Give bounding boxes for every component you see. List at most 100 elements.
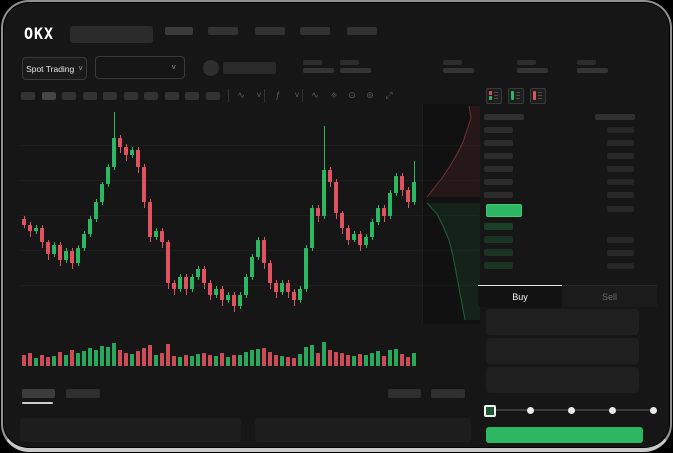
candles-icon[interactable]: ∿ (237, 90, 245, 100)
stat-value-0 (303, 68, 334, 73)
candle-body (256, 239, 260, 257)
orderbook-view-asks-icon[interactable] (530, 88, 546, 104)
nav-item-2[interactable] (255, 27, 285, 35)
trade-input-0[interactable] (486, 309, 639, 335)
volume-bar (172, 355, 176, 366)
chevron-down-icon[interactable]: ˅ (294, 90, 300, 100)
tab-sell[interactable]: Sell (601, 291, 617, 302)
candle-body (316, 207, 320, 217)
chevron-down-icon[interactable]: ˅ (256, 90, 262, 100)
timeframe-button-0[interactable] (21, 92, 35, 100)
bid-row-price (484, 262, 513, 269)
bid-row-amount (607, 250, 634, 256)
indicators-icon[interactable]: ƒ (275, 90, 281, 100)
gridline-2 (20, 215, 478, 216)
timeframe-button-8[interactable] (185, 92, 199, 100)
candle-body (286, 283, 290, 292)
volume-bar (208, 354, 212, 366)
tab-buy[interactable]: Buy (478, 286, 562, 307)
line-tool-icon[interactable]: ∿ (311, 90, 319, 100)
ask-row-amount (607, 192, 634, 198)
buy-submit-button[interactable] (486, 427, 643, 443)
price-row-amount (607, 206, 634, 212)
toolbar-divider (264, 89, 265, 102)
slider-handle[interactable] (484, 405, 496, 417)
settings-icon[interactable]: ⊚ (366, 90, 374, 100)
timeframe-button-4[interactable] (103, 92, 117, 100)
candle-body (220, 288, 224, 301)
timeframe-button-6[interactable] (144, 92, 158, 100)
bottom-tab-1[interactable] (66, 389, 100, 398)
volume-bar (40, 354, 44, 366)
last-price-badge[interactable] (486, 204, 522, 217)
stat-value-2 (443, 68, 474, 73)
candle-body (238, 294, 242, 307)
candle-body (346, 227, 350, 240)
ask-row-amount (607, 127, 634, 133)
timeframe-button-9[interactable] (205, 92, 220, 100)
gridline-3 (20, 250, 478, 251)
trade-input-1[interactable] (486, 338, 639, 364)
pair-dropdown[interactable]: ˅ (95, 56, 185, 79)
bottom-tab-0[interactable] (22, 389, 55, 398)
trade-input-2[interactable] (486, 367, 639, 393)
candle-body (112, 138, 116, 168)
slider-stop[interactable] (650, 407, 657, 414)
volume-bar (154, 354, 158, 366)
bottom-action-placeholder[interactable] (388, 389, 421, 398)
orderbook-view-both-icon[interactable] (486, 88, 502, 104)
search-input[interactable] (70, 26, 153, 43)
nav-item-0[interactable] (165, 27, 193, 35)
draw-icon[interactable]: ≡ (328, 89, 340, 101)
candle-body (40, 227, 44, 243)
market-type-selector[interactable]: Spot Trading ˅ (22, 57, 87, 80)
chart-gridlines (20, 110, 478, 320)
volume-bar (406, 356, 410, 366)
camera-icon[interactable]: ⊙ (348, 90, 356, 100)
volume-bar (166, 344, 170, 366)
volume-bar (244, 351, 248, 366)
candle-body (58, 245, 62, 260)
nav-item-1[interactable] (208, 27, 238, 35)
pair-coin-icon[interactable] (203, 60, 219, 76)
candle-body (250, 256, 254, 278)
ask-row-price (484, 179, 513, 185)
candle-body (88, 219, 92, 234)
slider-stop[interactable] (568, 407, 575, 414)
bid-row-amount (607, 237, 634, 243)
volume-bar (412, 353, 416, 366)
volume-bar (64, 354, 68, 366)
slider-stop[interactable] (527, 407, 534, 414)
timeframe-button-5[interactable] (123, 92, 138, 100)
candle-body (388, 193, 392, 217)
orderbook-view-bids-icon[interactable] (508, 88, 524, 104)
timeframe-button-1[interactable] (41, 92, 56, 100)
candle-body (172, 283, 176, 289)
volume-bar (214, 355, 218, 366)
volume-bar (316, 353, 320, 366)
volume-bars (22, 342, 420, 366)
stat-label-3 (517, 60, 536, 65)
candle-body (148, 201, 152, 237)
fullscreen-icon[interactable]: ⤢ (385, 90, 393, 100)
volume-bar (226, 356, 230, 366)
orderbook-header-right (595, 114, 635, 120)
slider-stop[interactable] (609, 407, 616, 414)
volume-bar (292, 357, 296, 366)
gridline-4 (20, 285, 478, 286)
timeframe-button-3[interactable] (82, 92, 97, 100)
nav-item-4[interactable] (347, 27, 377, 35)
nav-item-3[interactable] (300, 27, 330, 35)
volume-bar (280, 355, 284, 366)
bottom-action-placeholder[interactable] (431, 389, 465, 398)
volume-bar (118, 350, 122, 366)
volume-bar (142, 348, 146, 366)
bid-row-amount (607, 263, 634, 269)
stat-label-1 (340, 60, 359, 65)
volume-bar (148, 344, 152, 366)
volume-bar (304, 347, 308, 366)
timeframe-button-2[interactable] (62, 92, 76, 100)
timeframe-button-7[interactable] (164, 92, 179, 100)
volume-bar (52, 355, 56, 366)
